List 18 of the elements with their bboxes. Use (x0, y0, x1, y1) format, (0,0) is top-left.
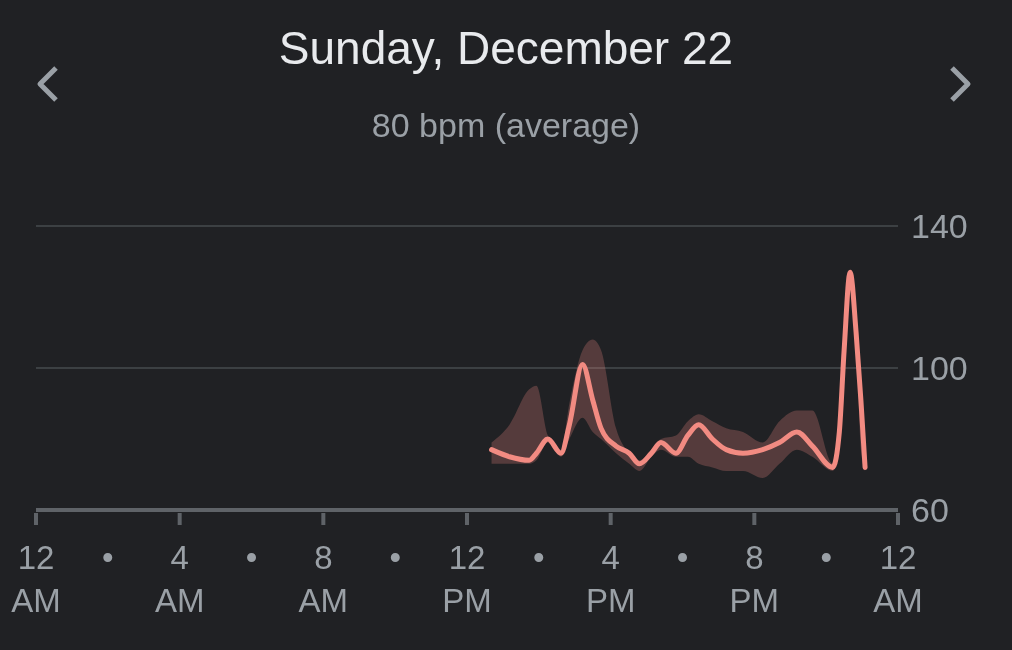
y-tick-label: 60 (911, 491, 949, 529)
chart-title: Sunday, December 22 (277, 21, 735, 76)
x-tick-label: 8 AM (298, 538, 349, 619)
x-tick-label: 4 AM (154, 538, 205, 619)
x-tick-label: • (389, 538, 401, 576)
x-tick-label: 4 PM (585, 538, 636, 619)
x-tick-label: 12 PM (442, 538, 492, 619)
x-tick-label: • (820, 538, 832, 576)
x-tick-label: 12 AM (11, 538, 61, 619)
x-tick-label: • (102, 538, 114, 576)
x-tick-label: • (533, 538, 545, 576)
y-tick-label: 140 (911, 207, 968, 245)
x-tick-label: 12 AM (873, 538, 923, 619)
y-tick-label: 100 (911, 349, 968, 387)
chart-subtitle: 80 bpm (average) (370, 105, 642, 146)
x-tick-label: • (676, 538, 689, 576)
x-tick-label: 8 PM (729, 538, 780, 619)
x-tick-label: • (245, 538, 258, 576)
